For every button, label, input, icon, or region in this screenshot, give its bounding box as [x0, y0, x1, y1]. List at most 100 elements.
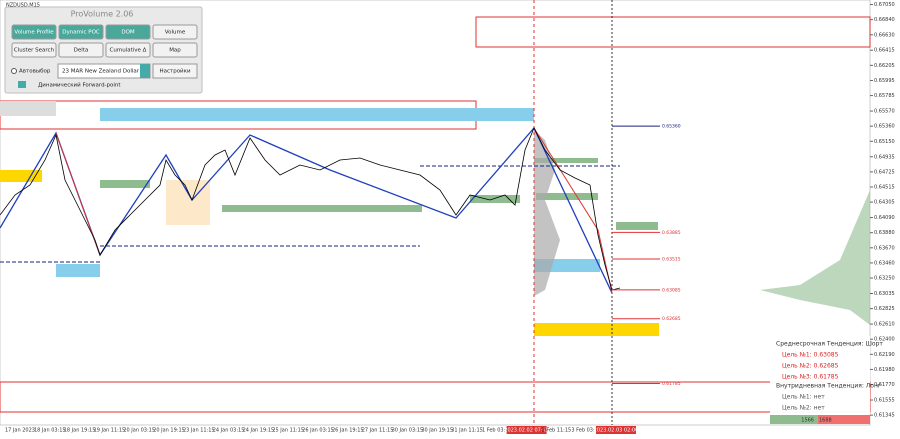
target: Цель №2: 0.62685: [782, 363, 839, 370]
sell-count: 1688: [819, 418, 832, 424]
y-tick-label: 0.62190: [874, 352, 895, 358]
x-tick-label: 30 Jan 19:15: [421, 428, 453, 434]
level-label: 0.63085: [662, 287, 681, 293]
level-label: 0.62685: [662, 316, 681, 322]
y-tick-label: 0.62825: [874, 306, 895, 312]
date-highlight: [596, 426, 636, 434]
target: Цель №1: 0.63085: [782, 352, 839, 359]
tool-button-label: DOM: [121, 30, 135, 36]
x-tick-label: 31 Jan 11:15: [451, 428, 483, 434]
tool-button[interactable]: [152, 42, 198, 58]
volume-profile: [760, 190, 870, 325]
zone: [475, 16, 871, 48]
y-tick-label: 0.61770: [874, 382, 895, 388]
tool-button-label: Dynamic POC: [62, 30, 100, 36]
tool-button-label: Volume: [165, 30, 186, 36]
buy-count: 1566: [801, 418, 814, 424]
tool-button[interactable]: [58, 24, 104, 40]
y-tick-label: 0.67050: [874, 2, 895, 8]
x-tick-label: 19 Jan 11:15: [94, 428, 126, 434]
level-label: 0.61785: [662, 381, 681, 387]
x-tick-label: 3 Feb 03:15: [571, 428, 601, 434]
intraday-trend: Внутридневная Тенденция: Лонг: [776, 383, 881, 390]
x-tick-label: 1 Feb 03:15: [482, 428, 512, 434]
select-arrow[interactable]: [140, 64, 150, 78]
tool-button-label: Map: [169, 48, 181, 54]
x-tick-label: 17 Jan 2023: [5, 428, 35, 434]
x-tick-label: 2023.02.03 02:00: [594, 428, 639, 434]
info-box: [770, 336, 870, 414]
x-tick-label: 20 Jan 19:15: [153, 428, 185, 434]
zone: [534, 323, 659, 336]
zone: [100, 108, 534, 121]
level-label: 0.63885: [662, 230, 681, 236]
y-tick-label: 0.62610: [874, 322, 895, 328]
x-tick-label: 18 Jan 03:15: [34, 428, 66, 434]
settings: Настройки: [159, 68, 190, 75]
y-tick-label: 0.61980: [874, 367, 895, 373]
y-tick-label: 0.63460: [874, 260, 895, 266]
zone: [0, 170, 42, 182]
target: Цель №2: нет: [782, 405, 825, 412]
tool-button[interactable]: [105, 42, 151, 58]
sell-volume: [818, 415, 870, 424]
y-tick-label: 0.62400: [874, 337, 895, 343]
settings-button[interactable]: [152, 63, 198, 79]
panel-title: ProVolume 2.06: [71, 10, 134, 19]
tool-button[interactable]: [11, 42, 57, 58]
y-tick-label: 0.64725: [874, 169, 895, 175]
x-tick-label: 2023.02.02 07:15: [504, 428, 549, 434]
y-tick-label: 0.63035: [874, 291, 895, 297]
y-tick-label: 0.64090: [874, 215, 895, 221]
x-tick-label: 25 Jan 11:15: [272, 428, 304, 434]
x-tick-label: 26 Jan 19:15: [332, 428, 364, 434]
x-tick-label: 27 Jan 11:15: [362, 428, 394, 434]
y-tick-label: 0.66840: [874, 17, 895, 23]
y-tick-label: 0.63880: [874, 230, 895, 236]
x-tick-label: 2 Feb 11:15: [542, 428, 572, 434]
symbol-label: NZDUSD,M15: [6, 3, 40, 9]
instrument: 23 MAR New Zealand Dollar: [62, 69, 140, 75]
medium-trend: Среднесрочная Тенденция: Шорт: [776, 341, 883, 348]
radio[interactable]: [11, 68, 17, 74]
tool-button-label: Volume Profile: [14, 30, 54, 36]
zone: [616, 222, 658, 230]
tool-button[interactable]: [58, 42, 104, 58]
tool-button[interactable]: [152, 24, 198, 40]
checkbox[interactable]: [18, 81, 26, 88]
zone: [56, 264, 100, 277]
buy-volume: [770, 415, 818, 424]
y-tick-label: 0.66205: [874, 63, 895, 69]
tool-button[interactable]: [105, 24, 151, 40]
target: Цель №3: 0.61785: [782, 374, 839, 381]
x-tick-label: 20 Jan 03:15: [123, 428, 155, 434]
y-tick-label: 0.64305: [874, 200, 895, 206]
y-tick-label: 0.65360: [874, 124, 895, 130]
y-tick-label: 0.65570: [874, 109, 895, 115]
y-tick-label: 0.66630: [874, 32, 895, 38]
x-tick-label: 24 Jan 03:15: [213, 428, 245, 434]
y-tick-label: 0.65150: [874, 139, 895, 145]
zone: [534, 158, 598, 163]
y-tick-label: 0.61555: [874, 398, 895, 404]
x-tick-label: 18 Jan 19:15: [64, 428, 96, 434]
tool-button-label: Delta: [74, 48, 89, 54]
zone: [0, 101, 56, 116]
volume-profile: [534, 130, 560, 296]
zone: [470, 195, 520, 203]
y-tick-label: 0.63670: [874, 245, 895, 251]
tool-button[interactable]: [11, 24, 57, 40]
x-tick-label: 30 Jan 03:15: [392, 428, 424, 434]
y-tick-label: 0.63250: [874, 276, 895, 282]
forward-point: Динамический Forward-point: [38, 82, 121, 89]
level-label: 0.63515: [662, 256, 681, 262]
tool-button-label: Cluster Search: [14, 48, 55, 54]
x-tick-label: 23 Jan 11:15: [183, 428, 215, 434]
y-tick-label: 0.64935: [874, 154, 895, 160]
x-tick-label: 24 Jan 19:15: [243, 428, 275, 434]
price: [0, 127, 621, 291]
target: Цель №1: нет: [782, 394, 825, 401]
y-tick-label: 0.66415: [874, 48, 895, 54]
